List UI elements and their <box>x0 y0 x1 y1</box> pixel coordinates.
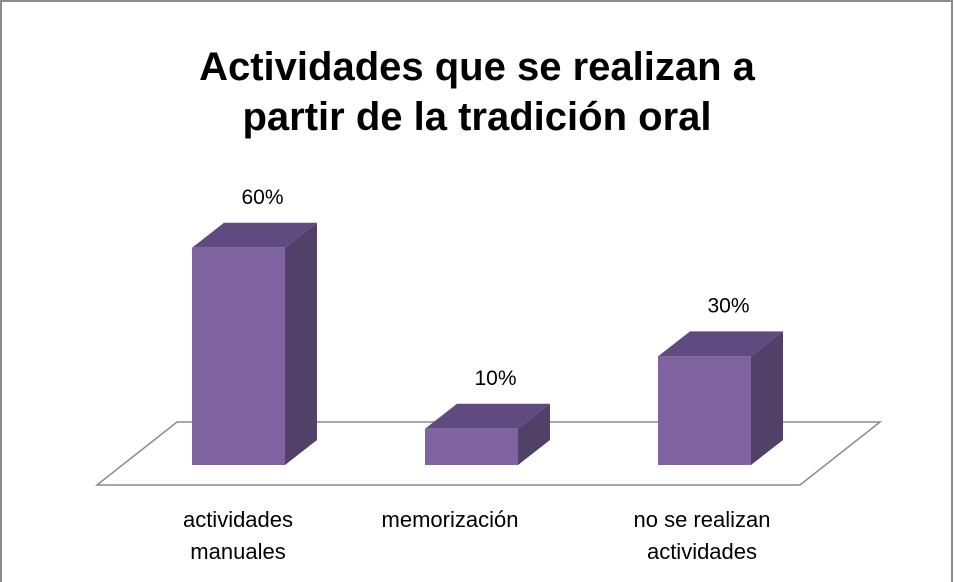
x-tick-label: no se realizan actividades <box>633 507 771 564</box>
bar-side <box>285 222 317 465</box>
bar-top <box>192 222 317 248</box>
x-tick-label: memorización <box>381 507 519 532</box>
bar-top <box>658 331 783 357</box>
bar <box>658 356 751 465</box>
bar-side <box>751 331 783 465</box>
bar-top <box>425 403 550 429</box>
data-label: 10% <box>474 367 516 390</box>
data-label: 30% <box>707 294 749 317</box>
bar <box>425 428 518 465</box>
x-tick-label: actividades manuales <box>182 507 294 564</box>
bar-side <box>518 403 550 465</box>
bar <box>192 247 285 465</box>
chart-title: Actividades que se realizan a partir de … <box>199 45 755 139</box>
data-label: 60% <box>241 186 283 209</box>
